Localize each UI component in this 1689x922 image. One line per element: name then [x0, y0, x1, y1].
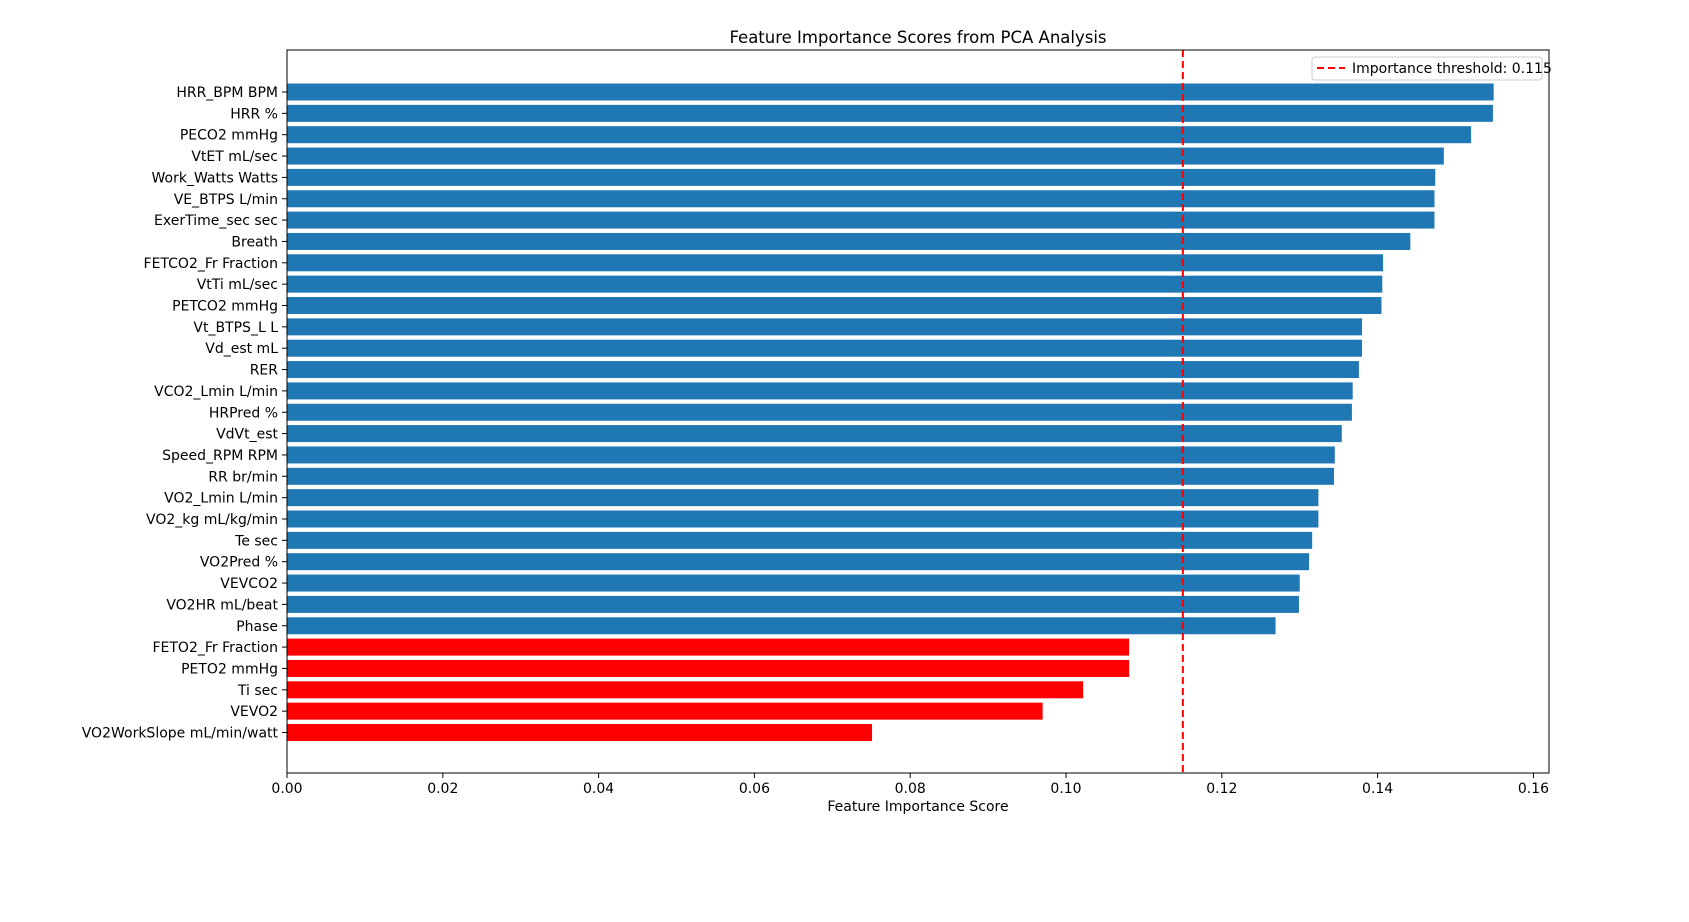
bars-group	[287, 83, 1494, 741]
y-tick-label: VtTi mL/sec	[197, 277, 278, 293]
bar	[287, 275, 1383, 293]
bar	[287, 467, 1334, 485]
y-tick-label: HRPred %	[209, 405, 278, 421]
bar	[287, 339, 1363, 357]
x-axis: 0.00 0.02 0.04 0.06 0.08 0.10 0.12 0.14 0.16	[271, 773, 1549, 797]
y-tick-label: VO2_kg mL/kg/min	[146, 512, 278, 528]
bar	[287, 531, 1313, 549]
y-tick-label: Phase	[236, 619, 278, 635]
bar	[287, 83, 1494, 101]
y-tick-label: VCO2_Lmin L/min	[154, 384, 278, 400]
y-tick-label: VEVO2	[230, 704, 278, 720]
bar	[287, 724, 873, 741]
y-axis: HRR_BPM BPM HRR % PECO2 mmHg VtET mL/sec Wor…	[82, 85, 287, 742]
y-tick-label: Work_Watts Watts	[152, 170, 279, 186]
bar	[287, 318, 1363, 336]
bar	[287, 126, 1472, 144]
y-tick-label: Vt_BTPS_L L	[193, 320, 278, 336]
y-tick-label: VO2HR mL/beat	[166, 597, 278, 613]
y-tick-label: VO2Pred %	[200, 555, 278, 571]
legend-threshold-label: Importance threshold: 0.115	[1352, 61, 1552, 77]
y-tick-label: PECO2 mmHg	[180, 128, 278, 144]
bar	[287, 147, 1444, 165]
y-tick-label: Ti sec	[237, 683, 278, 699]
legend-box	[1311, 56, 1543, 81]
y-tick-label: HRR_BPM BPM	[176, 85, 278, 101]
y-tick-label: FETO2_Fr Fraction	[152, 640, 278, 656]
bar	[287, 489, 1319, 507]
bar	[287, 361, 1359, 379]
x-tick-label: 0.04	[583, 781, 614, 797]
x-tick-label: 0.00	[271, 781, 302, 797]
bar	[287, 425, 1342, 443]
bar	[287, 382, 1353, 400]
y-tick-label: VtET mL/sec	[191, 149, 278, 165]
bar	[287, 553, 1310, 571]
y-tick-label: VE_BTPS L/min	[174, 192, 278, 208]
y-tick-label: Te sec	[234, 533, 278, 549]
bar	[287, 595, 1299, 613]
x-tick-label: 0.12	[1206, 781, 1237, 797]
bar	[287, 510, 1319, 528]
x-axis-label: Feature Importance Score	[827, 799, 1008, 815]
bar	[287, 659, 1130, 677]
bar	[287, 681, 1084, 699]
y-tick-label: ExerTime_sec sec	[154, 213, 278, 229]
bar	[287, 446, 1335, 464]
bar	[287, 254, 1384, 272]
x-tick-label: 0.16	[1518, 781, 1549, 797]
y-tick-label: PETCO2 mmHg	[172, 299, 278, 315]
y-tick-label: VO2WorkSlope mL/min/watt	[82, 726, 279, 742]
x-tick-label: 0.06	[739, 781, 770, 797]
legend: Importance threshold: 0.115	[1311, 56, 1552, 81]
bar	[287, 297, 1382, 314]
y-tick-label: RER	[250, 363, 279, 379]
bar	[287, 211, 1435, 229]
bar	[287, 104, 1493, 122]
y-tick-label: VO2_Lmin L/min	[164, 491, 278, 507]
x-tick-label: 0.14	[1362, 781, 1393, 797]
bar	[287, 638, 1130, 656]
y-tick-label: FETCO2_Fr Fraction	[144, 256, 278, 272]
x-tick-label: 0.08	[895, 781, 926, 797]
bar	[287, 190, 1435, 208]
chart-title: Feature Importance Scores from PCA Analy…	[729, 28, 1106, 47]
bar	[287, 168, 1436, 186]
y-tick-label: VdVt_est	[216, 427, 278, 443]
y-tick-label: HRR %	[230, 106, 278, 122]
bar	[287, 232, 1411, 250]
bar	[287, 574, 1300, 592]
bar	[287, 403, 1352, 421]
y-tick-label: Speed_RPM RPM	[162, 448, 278, 464]
x-tick-label: 0.02	[427, 781, 458, 797]
y-tick-label: Vd_est mL	[205, 341, 278, 357]
y-tick-label: PETO2 mmHg	[181, 661, 278, 677]
bar	[287, 702, 1043, 720]
x-tick-label: 0.10	[1050, 781, 1081, 797]
y-tick-label: Breath	[231, 234, 278, 250]
y-tick-label: RR br/min	[208, 469, 278, 485]
plot-frame	[286, 49, 1550, 774]
bar	[287, 617, 1276, 635]
y-tick-label: VEVCO2	[220, 576, 278, 592]
